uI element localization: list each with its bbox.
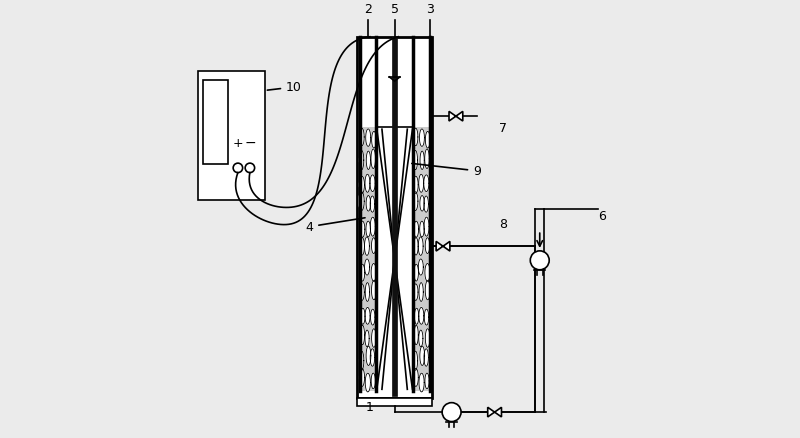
Text: +: + xyxy=(233,136,243,149)
FancyBboxPatch shape xyxy=(393,38,397,396)
Polygon shape xyxy=(420,346,425,366)
Polygon shape xyxy=(359,192,364,211)
FancyBboxPatch shape xyxy=(376,75,414,128)
Polygon shape xyxy=(361,308,365,325)
Polygon shape xyxy=(370,175,375,192)
Polygon shape xyxy=(414,265,418,282)
Polygon shape xyxy=(370,218,375,237)
Polygon shape xyxy=(366,152,370,170)
Polygon shape xyxy=(420,196,424,212)
Polygon shape xyxy=(413,192,418,211)
Polygon shape xyxy=(418,237,423,256)
Polygon shape xyxy=(425,149,430,169)
Polygon shape xyxy=(424,349,429,367)
Polygon shape xyxy=(414,177,418,194)
Polygon shape xyxy=(360,151,364,170)
FancyBboxPatch shape xyxy=(414,128,430,392)
Polygon shape xyxy=(360,284,364,301)
Polygon shape xyxy=(426,132,430,148)
Polygon shape xyxy=(419,373,424,392)
Polygon shape xyxy=(414,325,418,345)
Circle shape xyxy=(245,164,254,173)
Polygon shape xyxy=(360,238,365,255)
Polygon shape xyxy=(371,149,375,169)
Polygon shape xyxy=(424,197,429,213)
Circle shape xyxy=(442,403,461,422)
Polygon shape xyxy=(365,175,370,193)
Text: −: − xyxy=(244,136,256,150)
Polygon shape xyxy=(370,197,374,213)
Polygon shape xyxy=(488,407,502,417)
Polygon shape xyxy=(425,264,430,282)
FancyBboxPatch shape xyxy=(359,128,376,392)
Polygon shape xyxy=(361,325,365,345)
FancyBboxPatch shape xyxy=(357,398,432,406)
Text: 1: 1 xyxy=(366,400,374,413)
Polygon shape xyxy=(424,175,429,192)
FancyBboxPatch shape xyxy=(203,81,228,165)
Polygon shape xyxy=(414,369,418,387)
Polygon shape xyxy=(371,281,376,300)
Text: 8: 8 xyxy=(499,218,507,231)
Polygon shape xyxy=(371,264,376,282)
Polygon shape xyxy=(366,196,370,212)
Polygon shape xyxy=(426,238,430,254)
Polygon shape xyxy=(418,175,424,193)
Polygon shape xyxy=(360,129,364,146)
Text: 6: 6 xyxy=(598,209,606,222)
Polygon shape xyxy=(424,309,429,325)
Polygon shape xyxy=(414,308,418,325)
Polygon shape xyxy=(360,369,365,387)
Circle shape xyxy=(233,164,242,173)
Polygon shape xyxy=(414,129,418,146)
Polygon shape xyxy=(365,259,370,276)
Polygon shape xyxy=(371,373,375,389)
Text: 5: 5 xyxy=(390,3,398,16)
Polygon shape xyxy=(424,218,429,237)
Polygon shape xyxy=(426,281,430,300)
Text: 7: 7 xyxy=(499,121,507,134)
Polygon shape xyxy=(366,222,370,237)
Polygon shape xyxy=(425,373,429,389)
Polygon shape xyxy=(419,307,424,325)
FancyBboxPatch shape xyxy=(198,72,265,201)
Text: 9: 9 xyxy=(412,164,481,178)
Polygon shape xyxy=(371,238,376,254)
Polygon shape xyxy=(365,237,370,256)
Polygon shape xyxy=(419,130,425,147)
Polygon shape xyxy=(360,222,365,238)
Polygon shape xyxy=(449,112,462,122)
Text: 3: 3 xyxy=(426,3,434,16)
Text: 2: 2 xyxy=(364,3,372,16)
Text: 4: 4 xyxy=(306,218,365,234)
Circle shape xyxy=(530,251,550,270)
Polygon shape xyxy=(360,351,364,371)
Polygon shape xyxy=(419,283,423,302)
Polygon shape xyxy=(436,242,450,251)
Polygon shape xyxy=(372,132,376,148)
Polygon shape xyxy=(366,346,371,366)
FancyBboxPatch shape xyxy=(357,38,432,398)
Polygon shape xyxy=(418,259,423,276)
Polygon shape xyxy=(414,284,418,301)
Polygon shape xyxy=(365,307,370,325)
Polygon shape xyxy=(414,222,418,238)
Polygon shape xyxy=(414,151,418,170)
Polygon shape xyxy=(420,152,424,170)
Polygon shape xyxy=(414,238,418,255)
Polygon shape xyxy=(359,177,365,194)
Text: 10: 10 xyxy=(267,81,302,94)
Polygon shape xyxy=(366,373,370,392)
Polygon shape xyxy=(414,351,418,371)
Polygon shape xyxy=(366,130,370,147)
Polygon shape xyxy=(365,330,369,347)
Polygon shape xyxy=(426,329,430,348)
Polygon shape xyxy=(370,349,374,367)
Polygon shape xyxy=(418,330,423,347)
Polygon shape xyxy=(372,329,376,348)
Polygon shape xyxy=(420,222,424,237)
Polygon shape xyxy=(366,283,370,302)
Polygon shape xyxy=(360,265,365,282)
Polygon shape xyxy=(370,309,375,325)
